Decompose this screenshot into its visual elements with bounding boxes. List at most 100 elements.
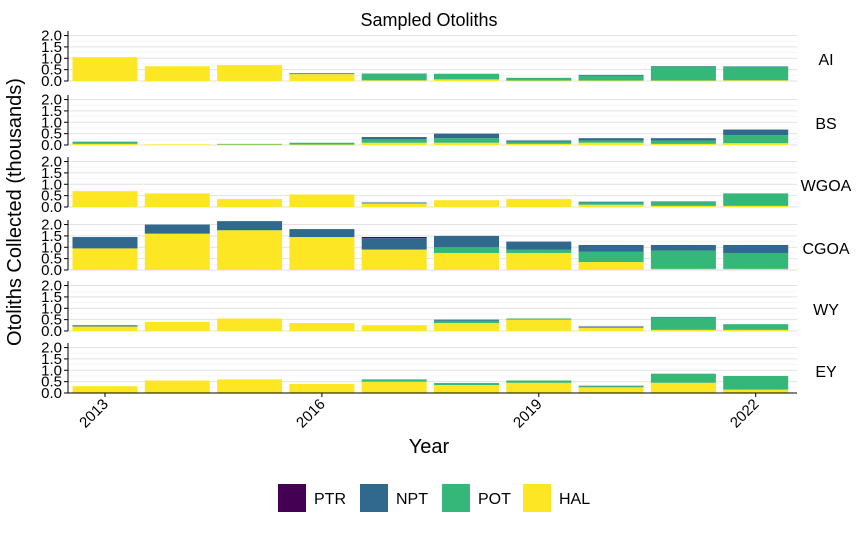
x-tick-label: 2019: [510, 396, 546, 432]
bar-ai-2016-pot: [289, 73, 355, 75]
bar-ey-2020-hal: [578, 387, 644, 393]
panel-wy: 0.00.51.01.52.0 WY: [41, 278, 839, 340]
y-axis-label: Otoliths Collected (thousands): [4, 78, 26, 346]
bar-bs-2017-hal: [361, 142, 427, 145]
y-tick-label: 1.0: [41, 176, 62, 193]
strip-label-wgoa: WGOA: [801, 178, 852, 195]
bar-ai-2013-hal: [72, 57, 138, 81]
bar-wy-2019-hal: [506, 319, 572, 331]
bar-bs-2015-pot: [217, 143, 283, 145]
y-tick-label: 1.5: [41, 289, 62, 306]
bar-bs-2016-pot: [289, 142, 355, 145]
bar-cgoa-2016-npt: [289, 229, 355, 238]
legend-item-pot: POT: [442, 484, 511, 512]
bar-cgoa-2014-npt: [144, 224, 210, 234]
bar-ey-2020-npt: [578, 385, 644, 387]
bar-wgoa-2020-npt: [578, 201, 644, 203]
bar-ai-2020-npt: [578, 74, 644, 76]
bar-wy-2020-hal: [578, 327, 644, 331]
bar-ai-2021-hal: [650, 80, 716, 82]
y-tick-label: 1.5: [41, 228, 62, 245]
bar-ai-2016-hal: [289, 74, 355, 81]
bar-cgoa-2018-npt: [434, 235, 499, 248]
bar-ey-2015-hal: [217, 379, 283, 393]
bar-ai-2019-hal: [506, 80, 572, 82]
bar-wgoa-2021-hal: [650, 205, 716, 207]
bar-bs-2017-pot: [361, 139, 427, 143]
bar-bs-2020-npt: [578, 138, 644, 141]
bar-ey-2016-hal: [289, 383, 355, 393]
legend-label: POT: [478, 491, 511, 508]
bar-ai-2017-hal: [361, 80, 427, 81]
bar-wy-2020-npt: [578, 326, 644, 328]
bar-wgoa-2017-hal: [361, 203, 427, 207]
bar-ai-2020-hal: [578, 80, 644, 82]
bar-cgoa-2022-pot: [723, 252, 789, 269]
y-tick-label: 0.0: [41, 73, 62, 90]
bar-cgoa-2017-ptr: [361, 237, 427, 239]
y-tick-label: 0.5: [41, 251, 62, 268]
x-tick-label: 2013: [76, 396, 112, 432]
x-axis: 2013 2016 2019 2022: [68, 392, 797, 432]
bar-ey-2022-hal: [723, 389, 789, 393]
bar-bs-2017-npt: [361, 137, 427, 140]
x-axis-label: Year: [409, 436, 450, 458]
panel-cgoa: 0.00.51.01.52.0 CGOA: [41, 217, 850, 279]
y-tick-label: 0.5: [41, 374, 62, 391]
y-tick-label: 2.0: [41, 154, 62, 171]
bar-ai-2020-pot: [578, 75, 644, 81]
bar-wy-2021-npt: [650, 316, 716, 318]
y-tick-label: 1.5: [41, 39, 62, 56]
bar-bs-2022-pot: [723, 135, 789, 144]
bar-bs-2021-pot: [650, 140, 716, 144]
legend-item-hal: HAL: [523, 484, 590, 512]
y-tick-label: 0.0: [41, 262, 62, 279]
bar-ai-2021-npt: [650, 66, 716, 67]
x-tick-label: 2016: [293, 396, 329, 432]
strip-label-cgoa: CGOA: [802, 241, 849, 258]
bar-wgoa-2022-pot: [723, 193, 789, 206]
y-tick-label: 1.5: [41, 165, 62, 182]
y-tick-label: 0.0: [41, 137, 62, 154]
panel-wgoa: 0.00.51.01.52.0 WGOA: [41, 154, 852, 216]
bar-bs-2018-npt: [434, 133, 499, 139]
bar-cgoa-2013-hal: [72, 248, 138, 270]
bar-cgoa-2017-hal: [361, 249, 427, 270]
bar-bs-2016-hal: [289, 144, 355, 146]
bar-wy-2022-pot: [723, 324, 789, 330]
strip-label-bs: BS: [815, 116, 836, 133]
strip-label-ey: EY: [815, 364, 837, 381]
facet-panels: 0.00.51.01.52.0AI0.00.51.01.52.0BS0.00.5…: [41, 28, 852, 402]
bar-cgoa-2022-hal: [723, 268, 789, 270]
bar-bs-2019-hal: [506, 143, 572, 145]
y-tick-label: 2.0: [41, 28, 62, 45]
strip-label-wy: WY: [813, 302, 839, 319]
bar-ai-2022-npt: [723, 66, 789, 67]
legend-swatch: [442, 484, 470, 512]
y-tick-label: 0.5: [41, 62, 62, 79]
bar-wgoa-2021-pot: [650, 201, 716, 206]
bar-ai-2018-hal: [434, 79, 499, 81]
bar-wy-2014-hal: [144, 321, 210, 331]
bar-wgoa-2014-hal: [144, 193, 210, 207]
bar-wgoa-2017-npt: [361, 202, 427, 203]
bar-wy-2021-pot: [650, 317, 716, 330]
bar-wy-2022-hal: [723, 329, 789, 331]
y-tick-label: 0.0: [41, 385, 62, 402]
bar-cgoa-2021-hal: [650, 268, 716, 270]
bar-cgoa-2021-pot: [650, 250, 716, 269]
bar-wy-2018-npt: [434, 319, 499, 321]
bar-wgoa-2017-pot: [361, 202, 427, 204]
bar-bs-2018-hal: [434, 142, 499, 145]
y-tick-label: 2.0: [41, 217, 62, 234]
y-tick-label: 0.5: [41, 188, 62, 205]
y-tick-label: 0.5: [41, 126, 62, 143]
bar-cgoa-2015-hal: [217, 230, 283, 270]
bar-cgoa-2021-npt: [650, 245, 716, 251]
legend-label: PTR: [314, 491, 346, 508]
bar-ai-2019-pot: [506, 77, 572, 81]
bar-ey-2022-pot: [723, 375, 789, 390]
bar-wy-2013-npt: [72, 325, 138, 327]
bar-ey-2019-pot: [506, 380, 572, 383]
strip-label-ai: AI: [818, 52, 833, 69]
